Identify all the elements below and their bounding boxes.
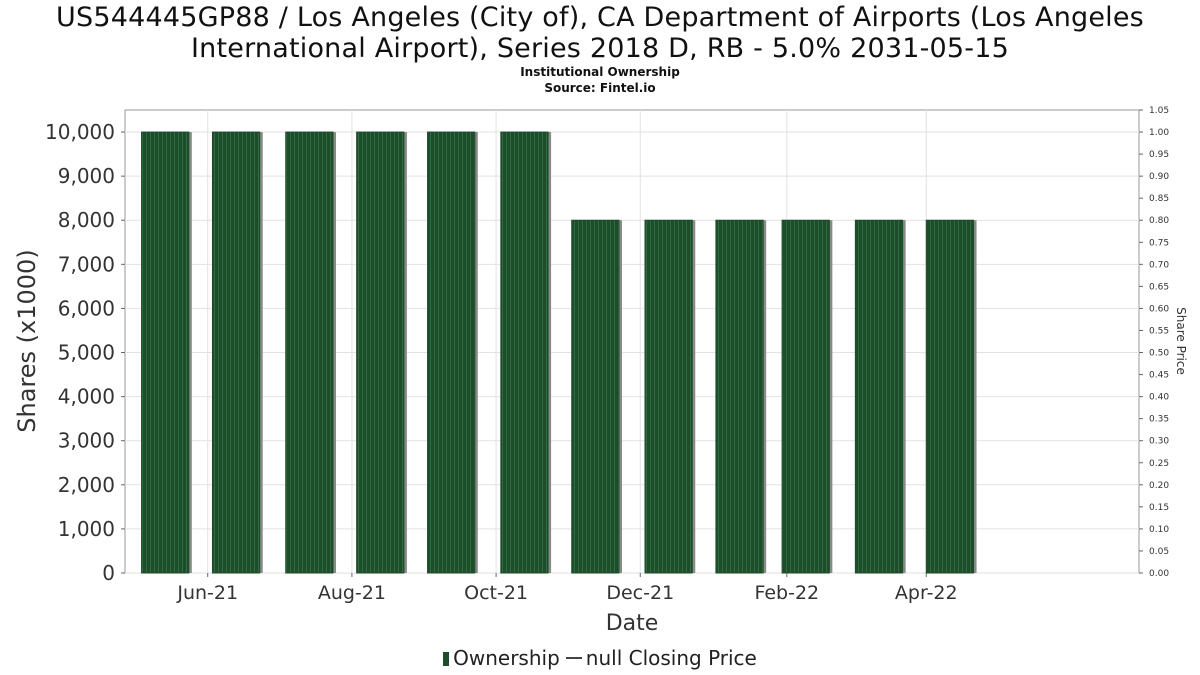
ownership-bar xyxy=(854,219,904,574)
chart-legend: Ownership null Closing Price xyxy=(0,646,1200,670)
ownership-legend-label: Ownership xyxy=(453,646,560,670)
x-tick-label: Oct-21 xyxy=(464,582,528,604)
x-tick-label: Dec-21 xyxy=(606,582,674,604)
y2-tick-label: 0.60 xyxy=(1149,304,1169,314)
y2-tick-label: 0.10 xyxy=(1149,525,1169,535)
x-tick-label: Jun-21 xyxy=(176,582,238,604)
ownership-bar xyxy=(571,219,620,574)
y2-tick-label: 1.05 xyxy=(1149,106,1169,116)
y-tick-label: 10,000 xyxy=(45,120,115,144)
y-tick-label: 4,000 xyxy=(58,385,115,409)
y2-tick-label: 0.25 xyxy=(1149,459,1169,469)
y2-tick-label: 0.85 xyxy=(1149,194,1169,204)
ownership-bar xyxy=(356,131,405,574)
y2-tick-label: 0.30 xyxy=(1149,437,1169,447)
y2-tick-label: 0.35 xyxy=(1149,415,1169,425)
x-tick-label: Aug-21 xyxy=(318,582,386,604)
ownership-legend-swatch xyxy=(443,652,450,666)
y-tick-label: 7,000 xyxy=(58,252,115,276)
y2-tick-label: 0.65 xyxy=(1149,282,1169,292)
y2-tick-label: 0.55 xyxy=(1149,326,1169,336)
price-legend-label: null Closing Price xyxy=(585,646,757,670)
y2-tick-label: 0.05 xyxy=(1149,547,1169,557)
y2-tick-label: 0.75 xyxy=(1149,238,1169,248)
chart-title-block: US544445GP88 / Los Angeles (City of), CA… xyxy=(0,2,1200,96)
ownership-bar xyxy=(427,131,476,574)
ownership-bar xyxy=(285,131,334,574)
ownership-bar xyxy=(141,131,190,574)
chart-subtitle-line-1: Institutional Ownership xyxy=(520,65,680,79)
y2-tick-label: 0.40 xyxy=(1149,393,1169,403)
y2-tick-label: 0.80 xyxy=(1149,216,1169,226)
x-tick-label: Apr-22 xyxy=(895,582,958,604)
price-legend-swatch xyxy=(565,657,582,659)
y-tick-label: 3,000 xyxy=(58,429,115,453)
y-tick-label: 9,000 xyxy=(58,164,115,188)
y-tick-label: 1,000 xyxy=(58,517,115,541)
y-tick-label: 5,000 xyxy=(58,341,115,365)
y2-tick-label: 0.95 xyxy=(1149,150,1169,160)
chart-title-line-1: US544445GP88 / Los Angeles (City of), CA… xyxy=(56,2,1144,33)
y2-tick-label: 0.50 xyxy=(1149,349,1169,359)
y2-tick-label: 0.70 xyxy=(1149,260,1169,270)
y2-tick-label: 0.20 xyxy=(1149,481,1169,491)
y-tick-label: 2,000 xyxy=(58,473,115,497)
x-axis-title: Date xyxy=(606,611,659,636)
y-tick-label: 0 xyxy=(102,561,115,585)
y2-tick-label: 0.00 xyxy=(1149,569,1169,579)
ownership-bar xyxy=(211,131,261,574)
chart-subtitle-line-2: Source: Fintel.io xyxy=(544,81,656,95)
y-tick-label: 6,000 xyxy=(58,296,115,320)
chart-title-line-2: International Airport), Series 2018 D, R… xyxy=(191,33,1009,64)
y2-tick-label: 0.15 xyxy=(1149,503,1169,513)
y-axis-title: Shares (x1000) xyxy=(13,249,41,432)
y-tick-label: 8,000 xyxy=(58,208,115,232)
x-tick-label: Feb-22 xyxy=(754,582,819,604)
ownership-bar xyxy=(715,219,764,574)
y2-tick-label: 0.45 xyxy=(1149,371,1169,381)
plot-area xyxy=(124,109,1140,574)
ownership-bar xyxy=(925,219,975,574)
ownership-bar xyxy=(500,131,549,574)
y2-axis-title: Share Price xyxy=(1174,307,1188,375)
ownership-bar xyxy=(781,219,830,574)
y2-tick-label: 0.90 xyxy=(1149,172,1169,182)
y2-tick-label: 1.00 xyxy=(1149,128,1169,138)
ownership-bar xyxy=(644,219,693,574)
